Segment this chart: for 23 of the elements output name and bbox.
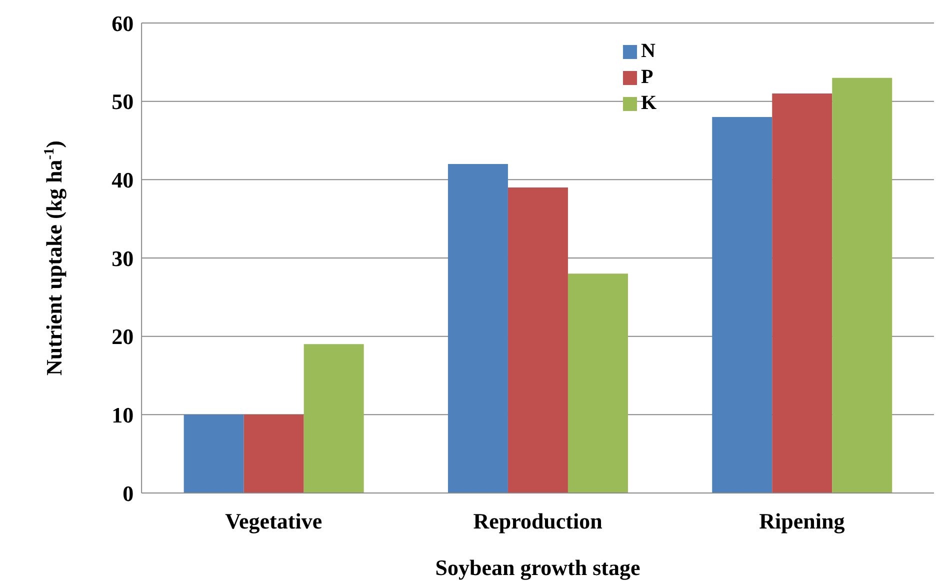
y-tick-label: 50: [112, 89, 134, 114]
bar: [832, 78, 892, 493]
legend-label: N: [641, 40, 656, 62]
y-tick-label: 20: [112, 324, 134, 350]
bar: [304, 344, 364, 493]
bar: [448, 164, 508, 493]
x-tick-label: Reproduction: [473, 508, 602, 534]
bar: [712, 117, 772, 493]
y-tick-label: 10: [112, 402, 134, 428]
legend-label: K: [641, 92, 657, 114]
bar: [568, 274, 628, 493]
bar: [244, 414, 304, 493]
y-tick-label: 30: [112, 246, 134, 271]
y-tick-label: 0: [122, 480, 134, 506]
x-axis-title: Soybean growth stage: [435, 555, 640, 580]
bar: [508, 188, 568, 493]
y-tick-label: 40: [112, 167, 134, 192]
bar: [184, 414, 244, 493]
legend-label: P: [641, 66, 654, 88]
bar: [772, 94, 832, 493]
y-tick-label: 60: [112, 10, 134, 36]
x-tick-label: Ripening: [759, 508, 845, 534]
x-tick-label: Vegetative: [225, 508, 322, 534]
